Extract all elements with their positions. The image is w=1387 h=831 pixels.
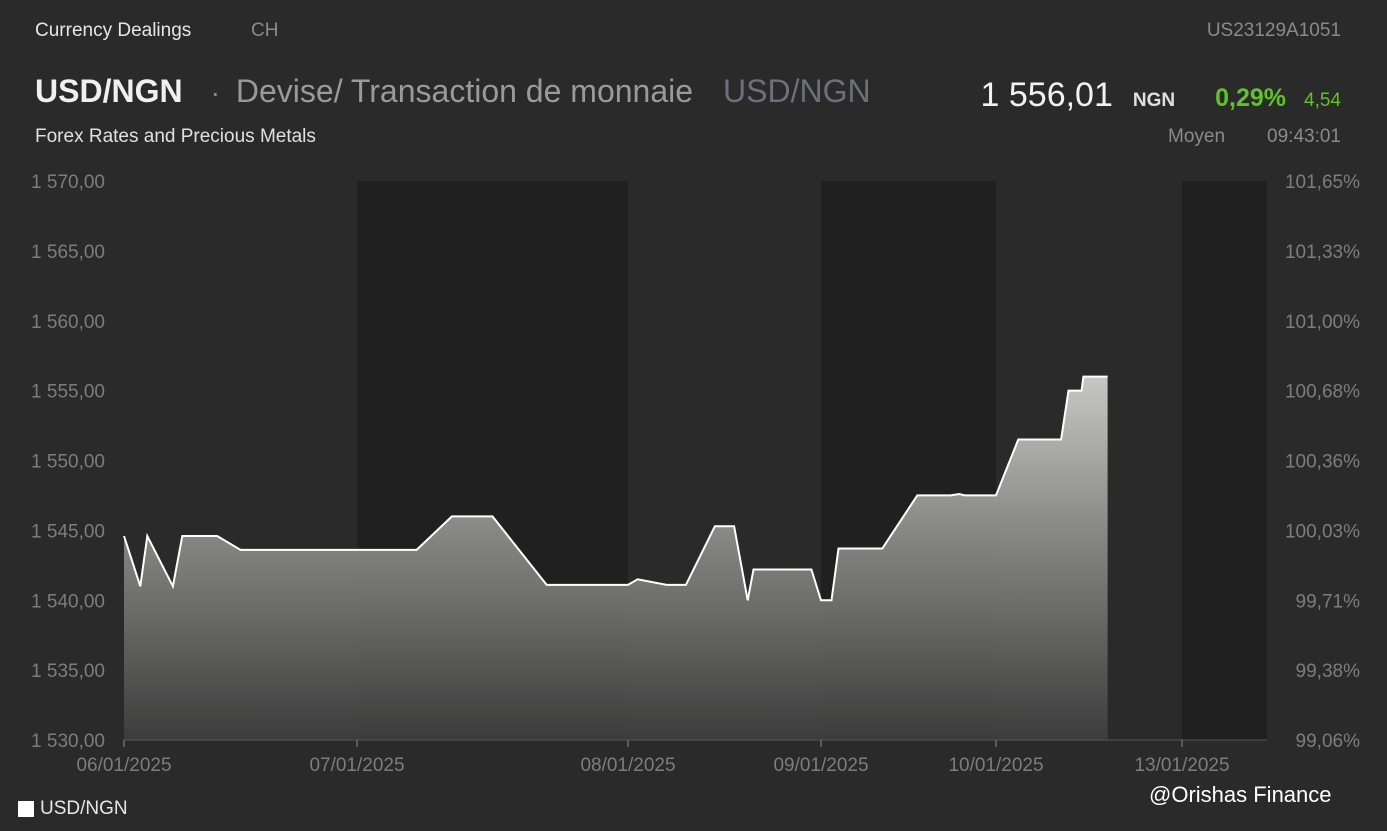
y-left-tick-label: 1 560,00 — [31, 312, 105, 333]
y-left-tick-label: 1 555,00 — [31, 382, 105, 403]
exchange-label: CH — [251, 20, 279, 41]
watermark: @Orishas Finance — [1149, 782, 1332, 807]
y-left-tick-label: 1 535,00 — [31, 661, 105, 682]
title-separator: · — [210, 77, 220, 108]
x-tick-label: 07/01/2025 — [309, 755, 404, 776]
x-tick-label: 06/01/2025 — [76, 755, 171, 776]
x-tick-label: 13/01/2025 — [1134, 755, 1229, 776]
y-right-tick-label: 100,36% — [1285, 452, 1360, 473]
y-right-tick-label: 101,33% — [1285, 242, 1360, 263]
y-left-tick-label: 1 550,00 — [31, 452, 105, 473]
y-right-tick-label: 101,00% — [1285, 312, 1360, 333]
x-tick-label: 09/01/2025 — [773, 755, 868, 776]
change-absolute: 4,54 — [1304, 90, 1341, 111]
change-percent: 0,29% — [1215, 84, 1287, 112]
y-left-tick-label: 1 540,00 — [31, 591, 105, 612]
market-subtitle: Forex Rates and Precious Metals — [35, 126, 316, 147]
chart-legend: USD/NGN — [18, 798, 128, 820]
quote-time: 09:43:01 — [1267, 126, 1341, 147]
y-left-tick-label: 1 530,00 — [31, 731, 105, 752]
y-right-tick-label: 100,03% — [1285, 521, 1360, 542]
session-band-5 — [1182, 181, 1267, 740]
price-type-label: Moyen — [1168, 126, 1226, 147]
y-left-tick-label: 1 565,00 — [31, 242, 105, 263]
series-area-usd-ngn — [124, 376, 1108, 740]
last-price: 1 556,01 — [980, 76, 1113, 114]
x-tick-label: 10/01/2025 — [948, 755, 1043, 776]
instrument-symbol: USD/NGN — [35, 73, 183, 109]
x-tick-label: 08/01/2025 — [580, 755, 675, 776]
legend-label: USD/NGN — [40, 798, 128, 819]
legend-swatch — [18, 801, 34, 817]
y-left-tick-label: 1 545,00 — [31, 521, 105, 542]
title-row: USD/NGN · Devise/ Transaction de monnaie… — [35, 73, 871, 117]
quote-block: 1 556,01 NGN 0,29% 4,54 — [981, 76, 1341, 115]
instrument-description: Devise/ Transaction de monnaie — [235, 73, 694, 109]
instrument-symbol-secondary: USD/NGN — [723, 73, 871, 109]
y-right-tick-label: 101,65% — [1285, 172, 1360, 193]
category-label: Currency Dealings — [35, 20, 192, 41]
series-line-usd-ngn — [123, 375, 1108, 602]
price-currency: NGN — [1132, 90, 1176, 111]
isin-label: US23129A1051 — [1206, 20, 1341, 41]
y-left-tick-label: 1 570,00 — [31, 172, 105, 193]
y-right-tick-label: 99,06% — [1296, 731, 1361, 752]
y-right-tick-label: 99,71% — [1296, 591, 1361, 612]
y-right-tick-label: 99,38% — [1296, 661, 1361, 682]
y-right-tick-label: 100,68% — [1285, 382, 1360, 403]
